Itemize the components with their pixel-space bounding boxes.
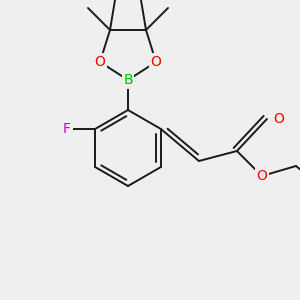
Text: O: O [273, 112, 284, 126]
Text: F: F [63, 122, 71, 136]
Text: O: O [256, 169, 267, 183]
Text: B: B [123, 73, 133, 87]
Text: O: O [151, 55, 161, 69]
Text: O: O [94, 55, 105, 69]
